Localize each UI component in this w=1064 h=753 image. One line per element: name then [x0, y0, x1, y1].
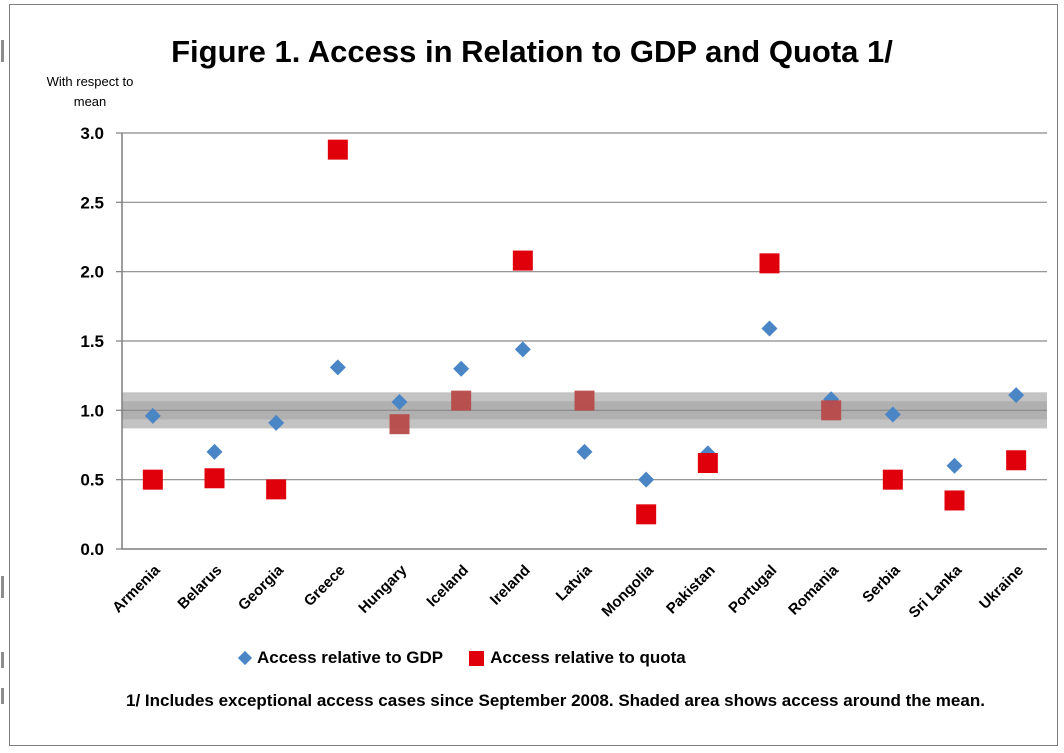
quota-point	[142, 469, 163, 490]
quota-point	[204, 468, 225, 489]
square-marker-icon	[469, 650, 485, 666]
quota-point	[389, 414, 410, 435]
gdp-point	[576, 443, 593, 460]
x-tick-label: Sri Lanka	[906, 561, 966, 621]
quota-point	[574, 390, 595, 411]
x-tick-label: Portugal	[725, 562, 780, 617]
x-tick-label: Georgia	[235, 561, 288, 614]
quota-point	[512, 250, 533, 271]
quota-point	[821, 400, 842, 421]
legend-item-quota: Access relative to quota	[469, 648, 686, 668]
x-tick-label: Belarus	[174, 562, 225, 613]
legend-item-gdp: Access relative to GDP	[237, 648, 444, 668]
x-tick-label: Greece	[301, 562, 349, 610]
quota-point	[1006, 450, 1027, 471]
x-tick-label: Hungary	[355, 561, 411, 617]
y-tick-label: 1.0	[80, 401, 104, 420]
legend-label-quota: Access relative to quota	[490, 648, 686, 667]
x-tick-label: Mongolia	[598, 561, 657, 620]
edge-mark	[1, 652, 4, 668]
x-tick-label: Pakistan	[663, 562, 719, 618]
chart-title: Figure 1. Access in Relation to GDP and …	[171, 34, 893, 69]
quota-point	[636, 504, 657, 525]
y-tick-label: 0.5	[80, 471, 104, 490]
y-tick-label: 1.5	[80, 332, 104, 351]
chart-frame	[9, 4, 1058, 746]
gdp-point	[329, 359, 346, 376]
gdp-point	[761, 320, 778, 337]
x-tick-label: Ukraine	[976, 562, 1027, 613]
quota-point	[697, 453, 718, 474]
x-tick-label: Ireland	[487, 562, 534, 609]
gdp-point	[144, 407, 161, 424]
gdp-point	[268, 414, 285, 431]
gdp-point	[1008, 387, 1025, 404]
y-tick-label: 2.5	[80, 193, 104, 212]
diamond-marker-icon	[237, 650, 253, 666]
gdp-point	[453, 360, 470, 377]
quota-point	[882, 469, 903, 490]
legend: Access relative to GDP Access relative t…	[237, 648, 712, 668]
y-axis-label: With respect to mean	[46, 74, 134, 109]
gdp-point	[391, 394, 408, 411]
edge-mark	[1, 576, 4, 598]
legend-label-gdp: Access relative to GDP	[257, 648, 444, 667]
x-tick-label: Armenia	[109, 561, 164, 616]
footnote: 1/ Includes exceptional access cases sin…	[126, 691, 985, 710]
edge-mark	[1, 40, 4, 62]
y-tick-label: 3.0	[80, 124, 104, 143]
quota-point	[266, 479, 287, 500]
x-tick-label: Romania	[785, 561, 842, 618]
gdp-point	[884, 406, 901, 423]
gdp-point	[946, 457, 963, 474]
x-tick-label: Iceland	[423, 562, 472, 611]
x-tick-label: Serbia	[859, 561, 904, 606]
gdp-point	[206, 443, 223, 460]
y-tick-label: 2.0	[80, 263, 104, 282]
quota-point	[327, 139, 348, 160]
edge-mark	[1, 688, 4, 704]
quota-point	[451, 390, 472, 411]
gdp-point	[638, 471, 655, 488]
y-tick-label: 0.0	[80, 540, 104, 559]
gdp-point	[514, 341, 531, 358]
quota-point	[759, 253, 780, 274]
quota-point	[944, 490, 965, 511]
x-tick-label: Latvia	[553, 561, 596, 604]
